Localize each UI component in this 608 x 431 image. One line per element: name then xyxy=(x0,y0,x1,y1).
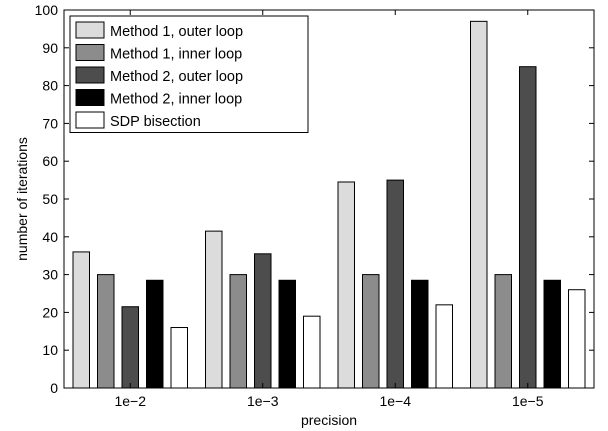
bar-3-2 xyxy=(254,253,272,389)
y-tick-label: 0 xyxy=(50,380,58,396)
legend-label-3: Method 2, outer loop xyxy=(110,69,243,85)
y-tick-label: 90 xyxy=(42,40,58,56)
x-axis-label: precision xyxy=(301,412,357,428)
bar-4-4 xyxy=(543,279,561,389)
y-tick-label: 80 xyxy=(42,78,58,94)
bar-1-4 xyxy=(470,20,488,389)
legend: Method 1, outer loop Method 1, inner loop… xyxy=(69,15,309,133)
bar-5-1 xyxy=(170,327,188,389)
bar-1-2 xyxy=(205,230,223,389)
x-tick-label: 1e−5 xyxy=(512,393,544,409)
y-axis-label: number of iterations xyxy=(14,137,30,261)
legend-label-2: Method 1, inner loop xyxy=(110,47,242,63)
bar-2-1 xyxy=(97,274,115,389)
bar-4-2 xyxy=(278,279,296,389)
ticks-layer: 1e−2 1e−3 1e−4 1e−5 0 10 20 30 40 50 60 70 80 90 100 xyxy=(35,2,594,409)
y-tick-label: 10 xyxy=(42,342,58,358)
bar-1-3 xyxy=(337,181,355,389)
bars-layer xyxy=(72,20,586,389)
legend-swatch-4 xyxy=(75,89,105,106)
bar-5-4 xyxy=(568,289,586,389)
bar-3-4 xyxy=(519,66,537,389)
x-tick-label: 1e−4 xyxy=(379,393,411,409)
legend-label-5: SDP bisection xyxy=(110,114,201,130)
bar-2-3 xyxy=(362,274,380,389)
legend-box xyxy=(69,15,309,133)
y-tick-label: 40 xyxy=(42,229,58,245)
legend-swatch-2 xyxy=(75,44,105,61)
y-tick-label: 20 xyxy=(42,304,58,320)
bar-3-3 xyxy=(386,179,404,389)
legend-swatch-1 xyxy=(75,21,105,39)
bar-4-3 xyxy=(411,279,429,389)
bar-1-1 xyxy=(72,251,90,389)
bar-2-4 xyxy=(494,274,512,389)
x-tick-label: 1e−3 xyxy=(247,393,279,409)
bar-4-1 xyxy=(146,279,164,389)
bar-3-1 xyxy=(121,306,139,389)
legend-swatch-5 xyxy=(75,111,105,129)
x-tick-label: 1e−2 xyxy=(114,393,146,409)
y-tick-label: 50 xyxy=(42,191,58,207)
bar-5-3 xyxy=(435,304,453,389)
y-tick-label: 70 xyxy=(42,115,58,131)
legend-label-1: Method 1, outer loop xyxy=(110,24,243,40)
y-tick-label: 30 xyxy=(42,267,58,283)
legend-swatch-3 xyxy=(75,66,105,84)
y-tick-label: 100 xyxy=(35,2,59,18)
y-tick-label: 60 xyxy=(42,153,58,169)
bar-5-2 xyxy=(303,315,321,389)
bar-2-2 xyxy=(229,274,247,389)
legend-label-4: Method 2, inner loop xyxy=(110,92,242,108)
